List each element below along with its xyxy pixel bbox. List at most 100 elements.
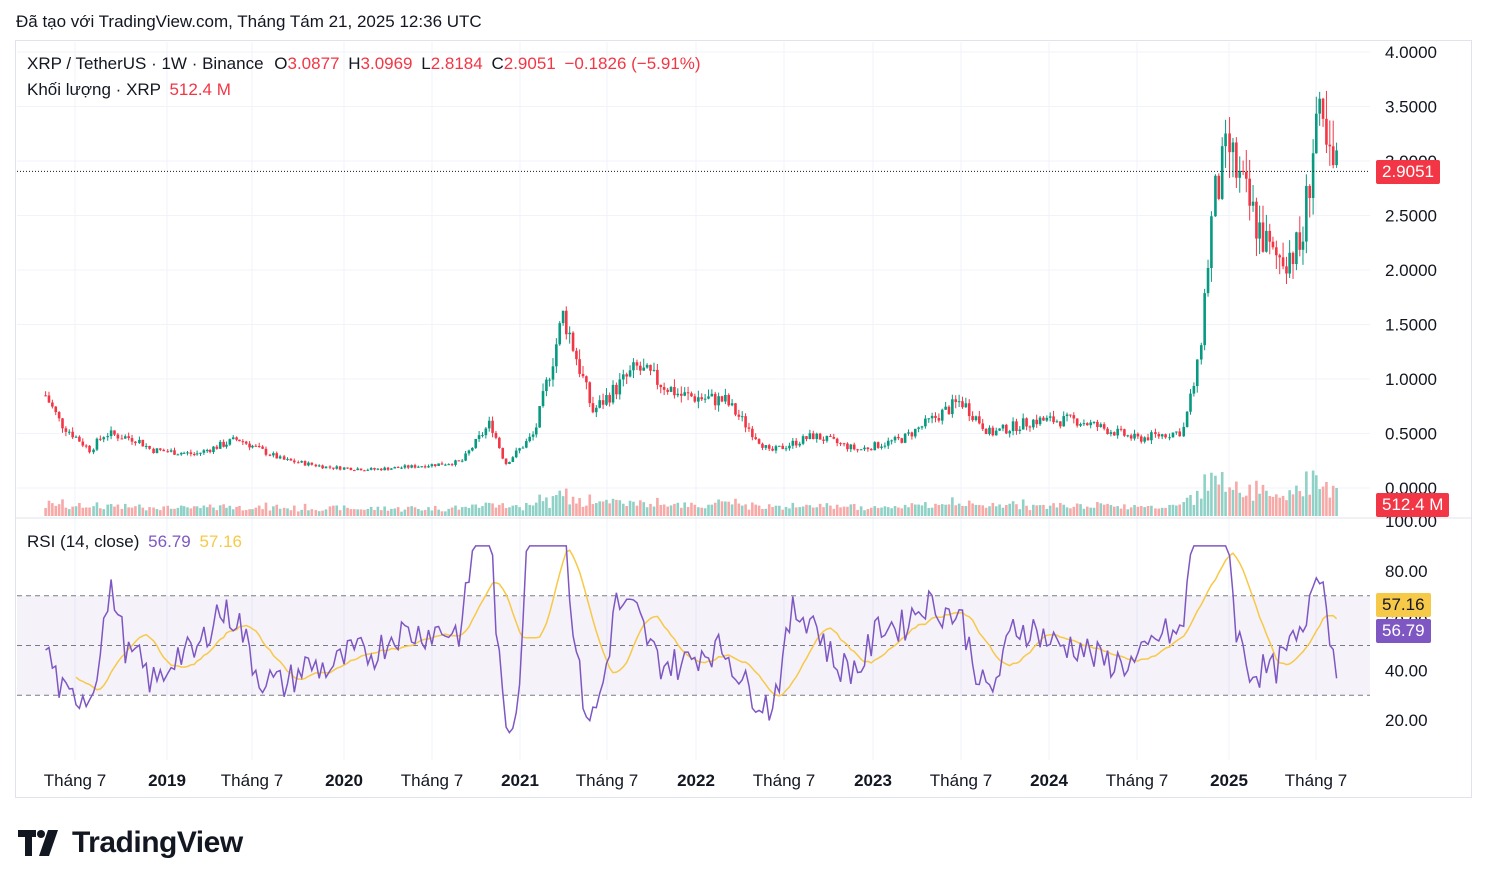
- volume-bar: [910, 503, 914, 516]
- candle-body: [78, 436, 81, 442]
- candle-body: [99, 438, 102, 440]
- candle-body: [598, 400, 602, 408]
- candle-body: [866, 447, 870, 450]
- symbol-label[interactable]: XRP / TetherUS · 1W · Binance: [27, 54, 264, 73]
- volume-bar: [548, 507, 551, 516]
- candle-body: [166, 451, 170, 453]
- volume-bar: [176, 507, 180, 516]
- candle-body: [379, 468, 383, 471]
- volume-bar: [893, 506, 897, 516]
- volume-bar: [615, 499, 618, 516]
- volume-bar: [238, 505, 241, 516]
- volume-bar: [1192, 504, 1196, 516]
- candle-body: [1001, 424, 1005, 429]
- volume-bar: [116, 504, 120, 516]
- low-label: L: [421, 54, 431, 73]
- time-tick-label: Tháng 7: [401, 771, 463, 790]
- volume-bar: [317, 511, 321, 516]
- time-tick-label: Tháng 7: [1106, 771, 1168, 790]
- candle-body: [1318, 98, 1321, 114]
- volume-bar: [1305, 471, 1308, 516]
- volume-bar: [272, 506, 275, 516]
- rsi-tag: 56.79: [1376, 619, 1431, 643]
- candle-body: [707, 396, 710, 399]
- volume-bar: [1214, 475, 1217, 516]
- price-tick-label: 4.0000: [1385, 43, 1437, 62]
- volume-bar: [430, 510, 434, 516]
- candle-body: [195, 453, 199, 455]
- volume-bar: [286, 508, 289, 516]
- volume-bar: [605, 499, 608, 516]
- candle-body: [286, 458, 289, 460]
- candle-body: [981, 423, 985, 429]
- price-tick-label: 1.5000: [1385, 316, 1437, 335]
- candle-body: [1220, 146, 1224, 199]
- candle-body: [454, 460, 457, 465]
- candle-body: [859, 449, 863, 451]
- volume-bar: [1278, 497, 1282, 516]
- volume-bar: [130, 507, 134, 516]
- candle-body: [1123, 429, 1126, 436]
- candle-body: [518, 448, 521, 451]
- candle-body: [366, 469, 370, 471]
- volume-bar: [808, 505, 812, 516]
- volume-bar: [138, 504, 141, 516]
- volume-bar: [396, 507, 400, 516]
- volume-bar: [264, 502, 268, 516]
- candle-body: [1157, 434, 1161, 437]
- volume-bar: [1055, 507, 1059, 516]
- chart-frame[interactable]: [15, 40, 1472, 798]
- candle-body: [873, 442, 877, 451]
- candle-body: [907, 432, 910, 434]
- volume-bar: [474, 504, 478, 516]
- candle-body: [1008, 431, 1012, 434]
- volume-bar: [1288, 490, 1291, 516]
- candle-body: [238, 439, 241, 442]
- volume-bar: [173, 508, 176, 516]
- candle-body: [317, 465, 321, 467]
- candle-body: [1206, 268, 1210, 294]
- volume-bar: [1318, 489, 1321, 516]
- volume-bar: [440, 511, 444, 516]
- volume-bar: [568, 504, 571, 516]
- candle-body: [504, 458, 508, 464]
- candle-body: [548, 379, 551, 381]
- volume-bar: [774, 505, 778, 516]
- candle-body: [1021, 418, 1025, 430]
- candle-body: [788, 445, 791, 449]
- low-value: 2.8184: [430, 54, 483, 73]
- candle-body: [1146, 437, 1150, 441]
- volume-bar: [964, 506, 968, 516]
- volume-bar: [525, 502, 528, 516]
- candle-body: [116, 434, 120, 439]
- candle-body: [951, 399, 954, 415]
- candle-body: [805, 436, 808, 440]
- volume-bar: [1251, 500, 1255, 516]
- candle-body: [176, 454, 180, 456]
- volume-bar: [873, 506, 877, 516]
- volume-bar: [846, 506, 849, 516]
- volume-bar: [215, 510, 219, 516]
- candle-body: [410, 465, 413, 468]
- candle-body: [1328, 144, 1332, 147]
- rsi-label[interactable]: RSI (14, close): [27, 532, 140, 551]
- candle-body: [835, 438, 839, 444]
- volume-bar: [199, 508, 202, 516]
- candle-body: [591, 403, 595, 413]
- volume-bar: [54, 505, 58, 516]
- volume-bar: [231, 509, 235, 516]
- volume-bar: [261, 509, 264, 516]
- tradingview-logo[interactable]: TradingView: [18, 826, 243, 860]
- candle-body: [534, 427, 538, 435]
- candle-body: [92, 449, 95, 453]
- volume-bar: [564, 488, 568, 516]
- volume-bar: [352, 509, 356, 516]
- volume-bar: [335, 505, 339, 516]
- volume-label[interactable]: Khối lượng · XRP: [27, 80, 161, 99]
- candle-body: [296, 462, 300, 464]
- candle-body: [697, 397, 700, 402]
- tradingview-logo-icon: [18, 830, 58, 856]
- candle-body: [852, 444, 856, 450]
- candle-body: [991, 427, 995, 436]
